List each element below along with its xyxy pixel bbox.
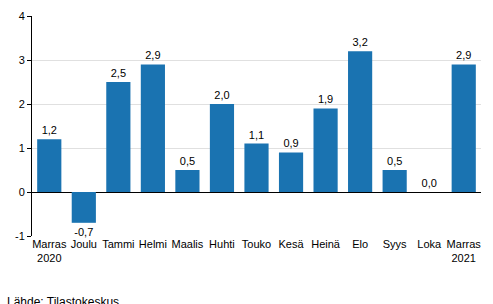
svg-text:3: 3	[19, 54, 25, 66]
svg-text:0,5: 0,5	[387, 155, 402, 167]
svg-text:0,9: 0,9	[283, 137, 298, 149]
svg-text:1,1: 1,1	[249, 129, 264, 141]
svg-text:Kesä: Kesä	[279, 238, 305, 250]
svg-text:Marras2020: Marras2020	[32, 238, 67, 264]
svg-text:2,9: 2,9	[456, 49, 471, 61]
svg-text:Loka: Loka	[417, 238, 442, 250]
svg-text:Syys: Syys	[383, 238, 407, 250]
svg-text:1,9: 1,9	[318, 93, 333, 105]
svg-text:2,9: 2,9	[145, 49, 160, 61]
svg-text:0,5: 0,5	[180, 155, 195, 167]
svg-text:Maalis: Maalis	[172, 238, 204, 250]
svg-text:Marras2021: Marras2021	[447, 238, 482, 264]
svg-text:Lähde: Tilastokeskus: Lähde: Tilastokeskus	[7, 295, 119, 304]
svg-text:Joulu: Joulu	[71, 238, 97, 250]
svg-text:Heinä: Heinä	[311, 238, 341, 250]
svg-text:Touko: Touko	[242, 238, 271, 250]
svg-text:-0,7: -0,7	[74, 226, 93, 238]
svg-text:-1: -1	[15, 230, 25, 242]
svg-text:0: 0	[19, 186, 25, 198]
svg-text:Helmi: Helmi	[139, 238, 167, 250]
svg-text:Tammi: Tammi	[102, 238, 134, 250]
svg-text:1: 1	[19, 142, 25, 154]
svg-text:3,2: 3,2	[352, 36, 367, 48]
svg-text:2,5: 2,5	[111, 67, 126, 79]
svg-text:4: 4	[19, 10, 25, 22]
svg-text:Huhti: Huhti	[209, 238, 235, 250]
svg-text:Elo: Elo	[352, 238, 368, 250]
svg-text:0,0: 0,0	[422, 177, 437, 189]
svg-text:1,2: 1,2	[42, 124, 57, 136]
svg-text:2: 2	[19, 98, 25, 110]
svg-text:2,0: 2,0	[214, 89, 229, 101]
